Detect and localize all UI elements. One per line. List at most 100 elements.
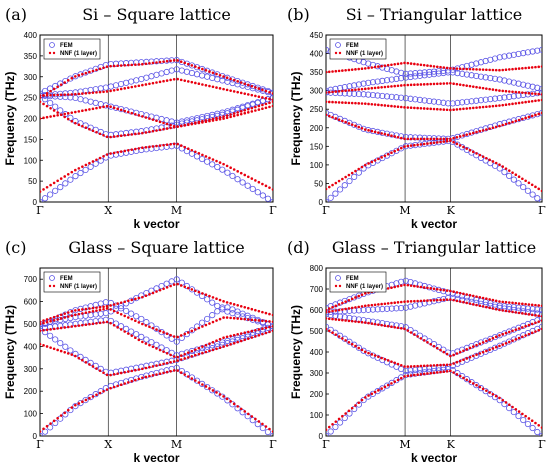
- nnf-point: [261, 103, 264, 107]
- nnf-point: [331, 305, 334, 309]
- nnf-point: [449, 81, 452, 85]
- nnf-point: [462, 300, 465, 304]
- nnf-point: [327, 310, 331, 313]
- nnf-point: [102, 90, 105, 94]
- nnf-point: [390, 134, 393, 138]
- nnf-point: [416, 137, 419, 141]
- nnf-point: [475, 343, 478, 347]
- nnf-point: [449, 354, 452, 358]
- nnf-point: [225, 301, 229, 304]
- nnf-point: [165, 59, 169, 63]
- nnf-point: [498, 300, 501, 303]
- nnf-point: [432, 364, 436, 367]
- fem-point: [87, 312, 94, 319]
- fem-point: [393, 322, 400, 329]
- nnf-point: [498, 68, 501, 72]
- nnf-point: [435, 65, 439, 69]
- nnf-point: [498, 344, 501, 348]
- nnf-point: [331, 423, 334, 426]
- nnf-point: [42, 94, 45, 97]
- fem-point: [435, 364, 442, 371]
- fem-point: [183, 147, 190, 155]
- fem-point: [173, 276, 180, 283]
- nnf-point: [439, 82, 442, 85]
- fem-point: [402, 70, 409, 78]
- fem-point: [416, 69, 424, 76]
- nnf-point: [393, 380, 397, 383]
- nnf-point: [66, 93, 70, 96]
- nnf-point: [222, 395, 225, 398]
- nnf-point: [341, 89, 344, 93]
- fem-point: [477, 59, 485, 66]
- fem-point: [158, 70, 165, 77]
- nnf-point: [507, 121, 511, 125]
- nnf-point: [250, 93, 254, 97]
- fem-point: [402, 74, 409, 81]
- nnf-point: [429, 141, 433, 145]
- fem-point: [538, 306, 542, 314]
- nnf-point: [386, 302, 390, 305]
- nnf-point: [243, 338, 247, 342]
- fem-point: [534, 195, 541, 202]
- fem-point: [72, 173, 79, 180]
- fem-point: [459, 64, 466, 71]
- nnf-point: [211, 117, 215, 121]
- fem-point: [204, 73, 211, 80]
- fem-point: [379, 385, 386, 392]
- nnf-point: [176, 59, 179, 62]
- nnf-point: [475, 353, 478, 356]
- nnf-point: [176, 359, 179, 362]
- nnf-point: [326, 308, 328, 312]
- nnf-point: [126, 63, 130, 67]
- y-tick-label: 200: [310, 390, 324, 399]
- nnf-point: [527, 303, 531, 306]
- nnf-point: [439, 363, 442, 367]
- nnf-point: [439, 65, 442, 69]
- nnf-point: [102, 154, 105, 158]
- nnf-point: [367, 394, 370, 397]
- nnf-point: [95, 106, 98, 110]
- nnf-point: [162, 60, 165, 63]
- fem-point: [62, 343, 69, 350]
- fem-point: [402, 324, 409, 331]
- nnf-point: [109, 152, 112, 155]
- fem-point: [473, 382, 480, 389]
- nnf-point: [462, 349, 465, 353]
- nnf-point: [360, 127, 364, 130]
- nnf-point: [52, 181, 56, 185]
- nnf-point: [268, 320, 271, 323]
- nnf-point: [218, 116, 222, 119]
- fem-point: [360, 80, 367, 87]
- nnf-point: [243, 173, 247, 177]
- nnf-point: [534, 330, 537, 333]
- nnf-point: [534, 99, 537, 103]
- nnf-point: [422, 372, 426, 376]
- nnf-point: [468, 355, 472, 359]
- fem-point: [163, 68, 170, 76]
- nnf-point: [59, 83, 63, 86]
- nnf-point: [186, 375, 190, 378]
- nnf-point: [190, 349, 194, 353]
- nnf-point: [91, 69, 95, 73]
- fem-point: [92, 86, 99, 93]
- nnf-point: [504, 89, 508, 93]
- nnf-point: [396, 84, 400, 88]
- nnf-point: [455, 67, 459, 70]
- nnf-point: [449, 137, 452, 141]
- nnf-point: [331, 70, 334, 73]
- fem-point: [92, 99, 99, 107]
- nnf-point: [517, 67, 521, 70]
- nnf-point: [134, 85, 137, 88]
- nnf-point: [84, 307, 88, 311]
- nnf-point: [190, 377, 194, 380]
- y-tick-label: 350: [24, 52, 38, 61]
- nnf-point: [354, 404, 357, 407]
- nnf-point: [222, 75, 225, 78]
- nnf-point: [422, 364, 426, 368]
- nnf-point: [148, 343, 151, 347]
- nnf-point: [455, 291, 459, 294]
- nnf-band-5: [326, 61, 542, 74]
- fem-point: [383, 305, 391, 312]
- nnf-point: [449, 363, 452, 366]
- fem-point: [473, 72, 480, 80]
